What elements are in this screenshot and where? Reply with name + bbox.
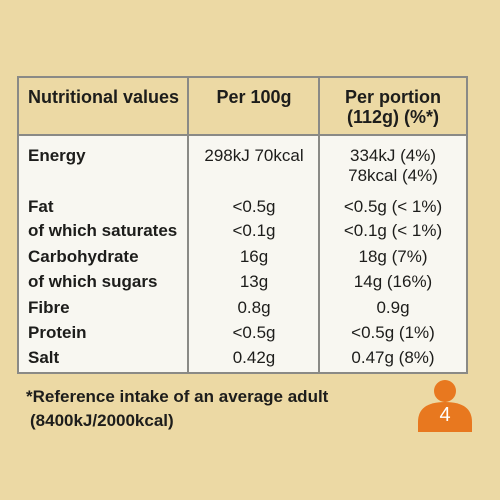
value-carbohydrate-per100: 16g [239,247,269,266]
value-carbohydrate-portion: 18g (7%) [358,247,428,266]
header-nutrient: Nutritional values [28,87,180,107]
nutrition-table: Nutritional values Per 100g Per portion … [17,76,468,374]
value-salt-per100: 0.42g [232,348,276,367]
row-label-salt: Salt [28,348,60,367]
header-per-portion: Per portion [344,87,441,107]
value-energy-portion-kcal: 78kcal (4%) [348,166,438,185]
value-saturates-per100: <0.1g [232,221,276,240]
column-divider [318,78,320,372]
row-label-fibre: Fibre [28,298,70,317]
footnote-reference-values: (8400kJ/2000kcal) [30,411,174,430]
row-label-sugars: of which sugars [28,272,158,291]
row-label-saturates: of which saturates [28,221,178,240]
row-label-protein: Protein [28,323,87,342]
column-divider [187,78,189,372]
row-label-fat: Fat [28,197,54,216]
row-label-energy: Energy [28,146,86,165]
table-header-row [19,78,466,136]
header-per-portion-size: (112g) (%*) [346,107,440,127]
portion-count: 4 [439,404,451,426]
person-icon [418,380,472,432]
value-salt-portion: 0.47g (8%) [351,348,435,367]
footnote-reference-intake: *Reference intake of an average adult [26,387,329,406]
value-fat-per100: <0.5g [232,197,276,216]
value-energy-per100: 298kJ 70kcal [204,146,304,165]
value-protein-portion: <0.5g (1%) [351,323,435,342]
value-fibre-portion: 0.9g [376,298,410,317]
row-label-carbohydrate: Carbohydrate [28,247,139,266]
value-fibre-per100: 0.8g [237,298,271,317]
value-sugars-portion: 14g (16%) [353,272,433,291]
value-protein-per100: <0.5g [232,323,276,342]
value-energy-portion-kj: 334kJ (4%) [350,146,436,165]
value-saturates-portion: <0.1g (< 1%) [343,221,443,240]
value-sugars-per100: 13g [239,272,269,291]
portion-count-badge: 4 [416,378,474,432]
header-per-100g: Per 100g [216,87,292,107]
value-fat-portion: <0.5g (< 1%) [343,197,443,216]
